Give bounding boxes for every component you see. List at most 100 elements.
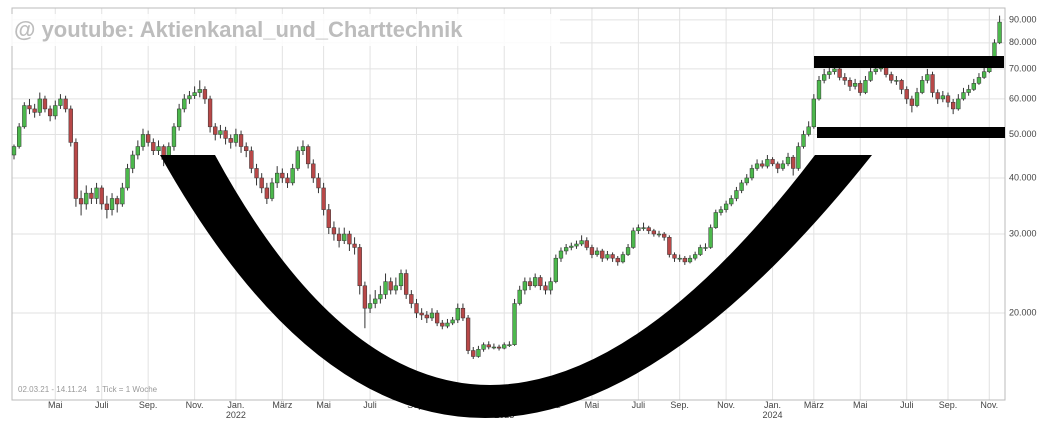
footer-note: 02.03.21 - 14.11.24 1 Tick = 1 Woche <box>18 385 158 394</box>
candle-body <box>811 98 816 128</box>
candle-body <box>517 289 522 304</box>
x-tick-label: Nov. <box>185 400 204 410</box>
candle-body <box>187 95 192 100</box>
candle-body <box>904 89 909 100</box>
candle-body <box>966 89 971 93</box>
candle-body <box>135 146 140 156</box>
candle-body <box>450 319 455 324</box>
candle-body <box>553 257 558 282</box>
candle-body <box>58 98 63 106</box>
candle-body <box>920 80 925 93</box>
candle-body <box>476 349 481 357</box>
y-tick-label: 40.000 <box>1009 172 1037 182</box>
candle-body <box>610 254 615 259</box>
candle-body <box>197 89 202 93</box>
candle-body <box>935 92 940 100</box>
handle-top-bar <box>814 56 1004 68</box>
candle-body <box>569 245 574 248</box>
candle-body <box>718 209 724 213</box>
candle-body <box>99 187 104 205</box>
candle-body <box>347 233 352 245</box>
candle-body <box>816 80 822 100</box>
candle-body <box>238 134 244 147</box>
candle-body <box>352 243 357 248</box>
candle-body <box>22 105 27 128</box>
candle-body <box>300 146 306 151</box>
candle-body <box>909 98 915 106</box>
candle-body <box>367 303 373 309</box>
candle-body <box>434 312 440 324</box>
candle-body <box>667 237 672 255</box>
candle-body <box>357 247 362 287</box>
candle-body <box>605 254 610 259</box>
candle-body <box>27 105 32 110</box>
candle-body <box>522 281 528 291</box>
candle-body <box>280 172 285 179</box>
candle-body <box>244 146 249 151</box>
candle-body <box>424 314 429 319</box>
candle-body <box>625 247 631 255</box>
candle-body <box>295 150 300 169</box>
candle-body <box>383 281 388 295</box>
x-tick-label: Mai <box>48 400 63 410</box>
candle-body <box>192 92 197 96</box>
candle-body <box>925 74 930 81</box>
candle-body <box>971 83 976 90</box>
candle-body <box>677 257 682 260</box>
candle-body <box>233 134 239 143</box>
y-tick-label: 60.000 <box>1009 93 1037 103</box>
candle-body <box>760 163 765 167</box>
candle-body <box>440 322 445 327</box>
candle-body <box>202 89 208 100</box>
candle-body <box>259 177 264 189</box>
candle-body <box>156 146 161 151</box>
candle-body <box>734 190 739 199</box>
candle-body <box>584 240 589 248</box>
candle-body <box>78 198 84 205</box>
candle-body <box>739 182 744 191</box>
candle-body <box>115 198 120 205</box>
candle-body <box>868 71 873 81</box>
candle-body <box>362 285 368 309</box>
candles <box>11 15 1002 359</box>
x-tick-label: Mai <box>853 400 868 410</box>
candle-body <box>692 254 698 259</box>
candle-body <box>548 281 553 291</box>
candle-body <box>486 344 491 348</box>
candle-body <box>703 247 708 249</box>
candle-body <box>837 68 842 78</box>
candle-body <box>336 233 342 241</box>
candle-body <box>641 227 646 229</box>
candle-body <box>481 344 486 350</box>
candle-body <box>460 307 466 319</box>
candle-body <box>780 163 786 169</box>
candle-body <box>894 80 899 82</box>
candle-body <box>496 346 502 349</box>
candle-body <box>620 254 626 263</box>
y-tick-label: 90.000 <box>1009 14 1037 24</box>
candle-body <box>708 227 713 248</box>
candle-body <box>775 163 780 169</box>
candle-body <box>682 257 687 263</box>
candle-body <box>600 250 605 259</box>
candle-body <box>997 21 1002 44</box>
candle-body <box>822 74 827 81</box>
candle-body <box>388 281 393 291</box>
candle-body <box>445 322 450 327</box>
candle-body <box>852 83 858 87</box>
candle-body <box>662 233 667 238</box>
candle-body <box>419 312 424 316</box>
candle-body <box>171 126 177 147</box>
x-tick-label: Juli <box>899 400 914 410</box>
candle-body <box>631 230 636 248</box>
x-tick-label: Jan. 2022 <box>225 400 246 420</box>
candle-body <box>636 227 641 232</box>
candle-body <box>393 285 399 291</box>
candle-body <box>646 227 651 232</box>
candle-body <box>863 80 868 93</box>
candle-body <box>785 156 791 165</box>
candle-body <box>17 126 22 147</box>
candle-body <box>543 285 548 291</box>
x-tick-label: Sep. <box>670 400 689 410</box>
